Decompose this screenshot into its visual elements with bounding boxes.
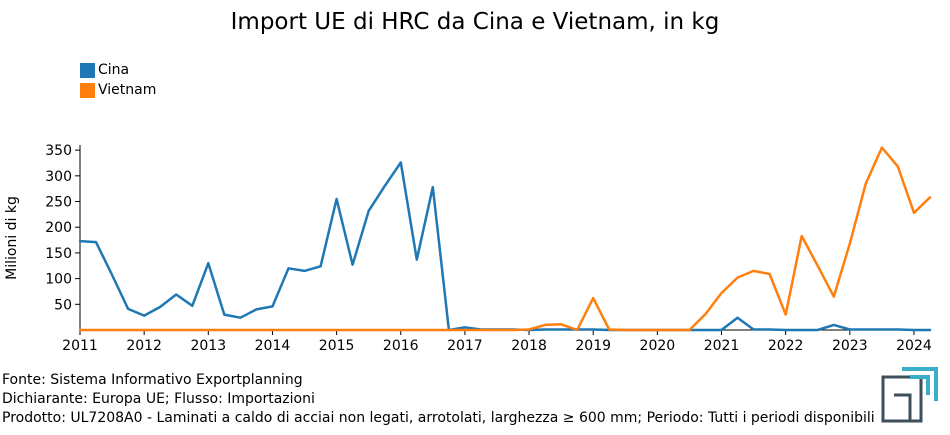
chart-title: Import UE di HRC da Cina e Vietnam, in k… [230,9,720,35]
x-tick-label-2023: 2023 [832,338,868,354]
x-tick-label-2016: 2016 [383,338,419,354]
x-tick-label-2011: 2011 [62,338,98,354]
y-tick-label-200: 200 [45,220,72,236]
x-tick-label-2017: 2017 [447,338,483,354]
series-line-vietnam [78,146,932,332]
footer-dichiarante: Dichiarante: Europa UE; Flusso: Importaz… [2,391,315,407]
x-tick-label-2014: 2014 [255,338,291,354]
x-tick-label-2015: 2015 [319,338,355,354]
y-tick-label-100: 100 [45,272,72,288]
legend-item-vietnam[interactable]: Vietnam [80,80,156,100]
x-tick-label-2019: 2019 [575,338,611,354]
x-axis: 2011 2012 2013 2014 2015 2016 2017 2018 2019 2020… [62,329,932,354]
y-tick-label-300: 300 [45,169,72,185]
y-tick-label-50: 50 [54,297,72,313]
exportplanning-logo-icon [881,367,938,423]
y-axis: 50 100 150 200 250 300 350 [45,143,81,330]
legend-swatch-vietnam [80,82,95,98]
x-tick-label-2021: 2021 [704,338,740,354]
y-tick-label-150: 150 [45,246,72,262]
x-tick-label-2024: 2024 [896,338,932,354]
legend-label-cina: Cina [98,62,130,78]
x-tick-label-2013: 2013 [190,338,226,354]
x-tick-label-2022: 2022 [768,338,804,354]
x-tick-label-2020: 2020 [640,338,676,354]
legend-item-cina[interactable]: Cina [80,60,156,80]
footer-prodotto: Prodotto: UL7208A0 - Laminati a caldo di… [2,410,875,426]
footer-fonte: Fonte: Sistema Informativo Exportplannin… [2,372,303,388]
y-axis-label: Milioni di kg [4,196,20,280]
y-tick-label-350: 350 [45,143,72,159]
series-line-cina [78,161,932,332]
footer: Fonte: Sistema Informativo Exportplannin… [2,371,875,428]
x-tick-label-2018: 2018 [511,338,547,354]
legend-label-vietnam: Vietnam [98,82,157,98]
series-lines [78,146,932,332]
x-tick-label-2012: 2012 [126,338,162,354]
y-tick-label-250: 250 [45,195,72,211]
legend-swatch-cina [80,62,95,78]
legend: Cina Vietnam [80,60,156,100]
